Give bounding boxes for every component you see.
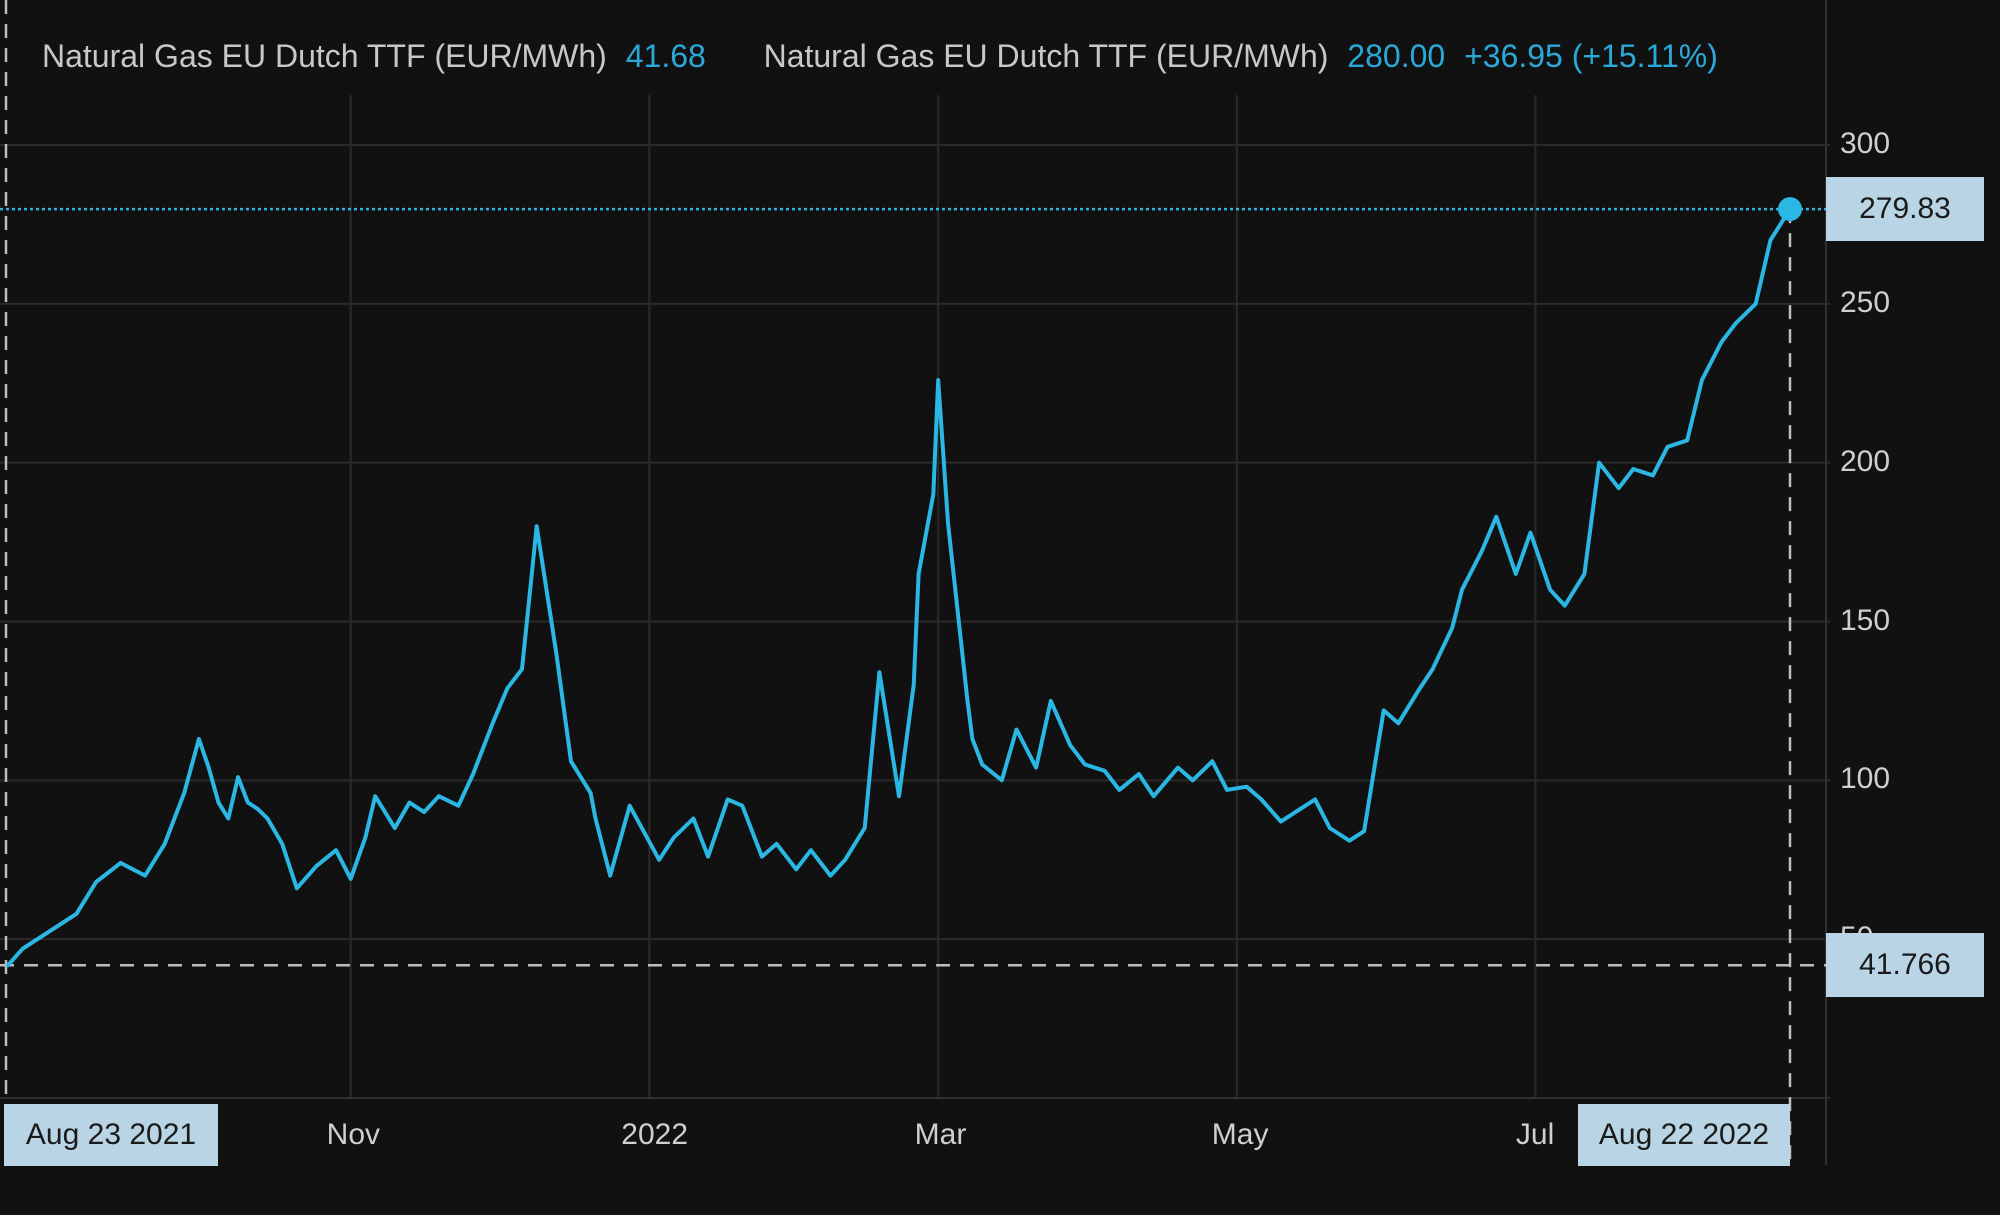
legend-series2-change: +36.95 (+15.11%): [1464, 38, 1718, 74]
date-tag-end: Aug 22 2022: [1578, 1104, 1790, 1166]
y-tick-label: 150: [1840, 603, 1891, 637]
date-tag-start: Aug 23 2021: [4, 1104, 218, 1166]
y-tick-label: 300: [1840, 127, 1891, 160]
legend-series1-value: 41.68: [625, 38, 706, 74]
price-tag-high: 279.83: [1826, 177, 1984, 242]
y-tick-label: 200: [1840, 444, 1891, 478]
x-tick-label: May: [1211, 1118, 1269, 1151]
x-tick-label: Nov: [326, 1118, 381, 1151]
legend-series2-name: Natural Gas EU Dutch TTF (EUR/MWh): [763, 38, 1329, 74]
x-tick-label: Mar: [914, 1118, 967, 1151]
crosshair-guides: [0, 0, 1826, 1165]
legend-series2-value: 280.00: [1347, 38, 1446, 74]
legend-series1-name: Natural Gas EU Dutch TTF (EUR/MWh): [42, 38, 607, 74]
x-tick-label: 2022: [621, 1118, 689, 1151]
legend: Natural Gas EU Dutch TTF (EUR/MWh) 41.68…: [42, 38, 1728, 75]
price-tag-low: 41.766: [1826, 933, 1984, 998]
y-tick-label: 100: [1840, 762, 1891, 796]
last-point-marker: [1778, 197, 1802, 222]
y-tick-label: 250: [1840, 285, 1891, 319]
x-tick-label: Jul: [1515, 1118, 1555, 1151]
series-line: [6, 207, 1792, 968]
